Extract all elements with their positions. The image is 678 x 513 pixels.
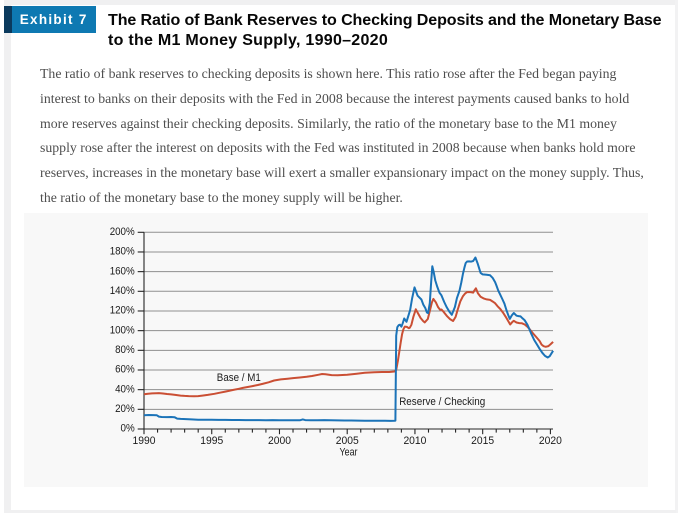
svg-text:2000: 2000 (268, 435, 291, 447)
svg-text:40%: 40% (115, 383, 135, 395)
svg-text:Reserve / Checking: Reserve / Checking (399, 396, 485, 408)
svg-text:1990: 1990 (133, 435, 156, 447)
svg-text:2020: 2020 (539, 435, 562, 447)
svg-text:120%: 120% (110, 305, 135, 317)
svg-text:200%: 200% (110, 226, 135, 238)
svg-text:60%: 60% (115, 364, 135, 376)
svg-text:160%: 160% (110, 265, 135, 277)
svg-text:2005: 2005 (336, 435, 359, 447)
svg-text:1995: 1995 (200, 435, 223, 447)
svg-text:140%: 140% (110, 285, 135, 297)
svg-text:100%: 100% (110, 324, 135, 336)
svg-text:2015: 2015 (471, 435, 494, 447)
svg-text:Year: Year (340, 447, 358, 459)
svg-text:20%: 20% (115, 403, 135, 415)
svg-text:0%: 0% (121, 423, 135, 435)
svg-text:Base / M1: Base / M1 (217, 372, 261, 384)
svg-text:80%: 80% (115, 344, 135, 356)
svg-text:180%: 180% (110, 246, 135, 258)
svg-text:2010: 2010 (403, 435, 426, 447)
